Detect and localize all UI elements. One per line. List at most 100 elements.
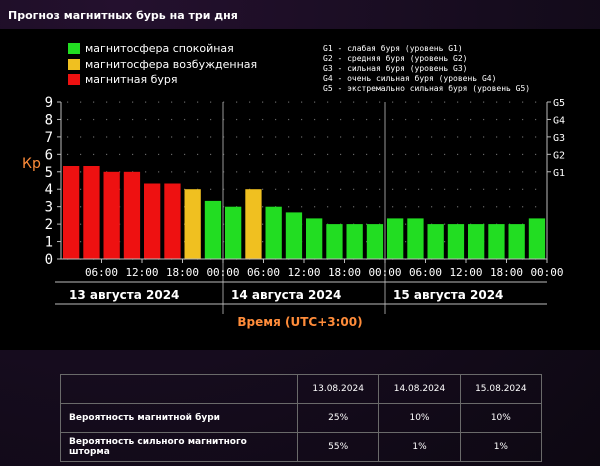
kp-bar [285,212,303,259]
grid-dot [444,118,446,121]
grid-dot [197,136,199,138]
grid-dot [379,101,381,103]
kp-bar [184,189,201,259]
grid-dot [379,188,381,190]
grid-dot [496,171,498,173]
grid-dot [496,188,498,190]
probability-table: 13.08.2024 14.08.2024 15.08.2024 Вероятн… [60,374,543,462]
grid-dot [509,171,511,173]
probability-table-wrap: 13.08.2024 14.08.2024 15.08.2024 Вероятн… [60,374,543,462]
grid-dot [275,188,277,190]
grid-dot [327,136,329,138]
grid-dot [171,171,173,173]
grid-dot [405,101,407,103]
grid-dot [262,118,264,121]
table-row: Вероятность сильного магнитного шторма 5… [60,432,543,462]
kp-bar [123,171,141,259]
grid-dot [223,153,225,156]
y-tick-label: 4 [45,182,53,198]
grid-dot [314,118,316,121]
grid-dot [184,171,186,173]
grid-dot [171,118,173,121]
grid-dot [301,206,303,208]
grid-dot [366,188,368,190]
grid-dot [158,171,160,173]
grid-dot [158,153,160,156]
grid-dot [210,101,212,103]
grid-dot [457,101,459,103]
grid-dot [301,153,303,156]
storm-level-legend: G4 - очень сильная буря (уровень G4) [323,73,496,83]
legend-swatch [68,59,80,70]
grid-dot [392,153,394,156]
grid-dot [405,136,407,138]
grid-dot [145,101,147,103]
x-tick-label: 12:00 [449,266,482,279]
grid-dot [353,171,355,173]
y-tick-label: 1 [45,235,53,251]
kp-bar [387,218,404,259]
legend-label: магнитная буря [85,73,178,86]
grid-dot [197,118,199,121]
grid-dot [236,118,238,121]
grid-dot [314,206,316,208]
grid-dot [223,223,225,225]
grid-dot [275,171,277,173]
grid-dot [470,153,472,156]
grid-dot [535,136,537,138]
storm-level-legend: G3 - сильная буря (уровень G3) [323,63,468,73]
grid-dot [119,153,121,156]
grid-dot [405,188,407,190]
table-date-header: 13.08.2024 [296,374,380,404]
grid-dot [418,101,420,103]
day-label: 13 августа 2024 [69,288,179,302]
grid-dot [444,153,446,156]
grid-dot [223,118,225,121]
day-label: 14 августа 2024 [231,288,341,302]
kp-bar [245,189,262,259]
grid-dot [80,188,82,190]
grid-dot [288,153,290,156]
grid-dot [262,101,264,103]
grid-dot [197,171,199,173]
x-tick-label: 12:00 [125,266,158,279]
grid-dot [236,136,238,138]
grid-dot [223,171,225,173]
grid-dot [210,171,212,173]
g-level-label: G2 [553,150,565,161]
y-tick-label: 3 [45,200,53,216]
grid-dot [210,188,212,190]
storm-level-legend: G1 - слабая буря (уровень G1) [323,43,463,53]
g-level-label: G5 [553,98,565,109]
grid-dot [93,153,95,156]
grid-dot [158,101,160,103]
kp-bar [326,224,343,259]
grid-dot [288,136,290,138]
grid-dot [418,153,420,156]
x-tick-label: 06:00 [247,266,280,279]
grid-dot [106,153,108,156]
grid-dot [509,153,511,156]
grid-dot [457,118,459,121]
grid-dot [483,118,485,121]
grid-dot [314,171,316,173]
grid-dot [392,188,394,190]
grid-dot [509,118,511,121]
grid-dot [67,136,69,138]
grid-dot [132,136,134,138]
grid-dot [145,153,147,156]
grid-dot [366,241,368,243]
grid-dot [106,136,108,138]
grid-dot [457,188,459,190]
y-tick-label: 2 [45,217,53,233]
grid-dot [483,153,485,156]
grid-dot [210,136,212,138]
table-date-header: 14.08.2024 [378,374,461,404]
table-row: Вероятность магнитной бури 25% 10% 10% [60,403,543,433]
kp-bar [63,166,80,259]
grid-dot [353,101,355,103]
grid-dot [210,153,212,156]
grid-dot [366,101,368,103]
grid-dot [535,188,537,190]
grid-dot [405,171,407,173]
